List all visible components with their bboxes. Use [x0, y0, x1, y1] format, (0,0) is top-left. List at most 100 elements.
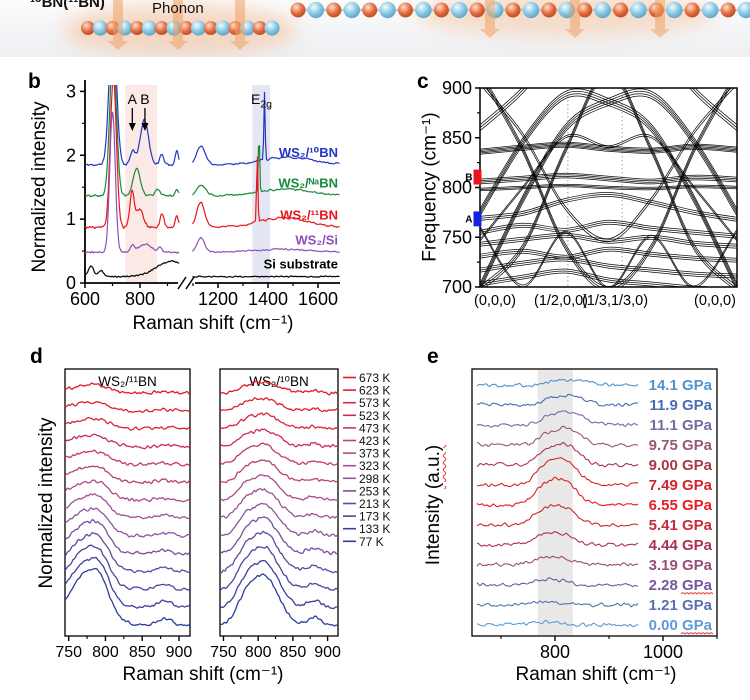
- legend-label: 323 K: [359, 459, 390, 473]
- panel-e-ylabel: Intensity (a.u.): [423, 445, 445, 565]
- bn-isotope-label: ¹⁰BN(¹¹BN): [30, 0, 105, 11]
- pressure-label: 11.1 GPa: [649, 417, 712, 434]
- peak-annotation: B: [140, 91, 149, 107]
- legend-label: 77 K: [359, 535, 384, 549]
- temperature-curve: [220, 380, 338, 396]
- phonon-band: [481, 88, 736, 287]
- pressure-label: 7.49 GPa: [649, 477, 713, 494]
- temperature-curve: [220, 428, 338, 449]
- panel-b-chart: 600 800 1200 1400 1600 0 1 2 3 WS₂/¹⁰BN WS₂/ᴺᵃBN WS…: [66, 80, 340, 309]
- boron-atom: [433, 2, 449, 18]
- legend-label: 253 K: [359, 484, 390, 498]
- panel-d-xlabel: Raman shift (cm⁻¹): [122, 664, 284, 685]
- pressure-curve: [476, 503, 639, 528]
- x-tick-label: 900: [314, 644, 341, 661]
- phonon-band: [480, 192, 737, 218]
- temperature-curve: [220, 559, 338, 610]
- phonon-band: [480, 258, 737, 277]
- spectrum-curve: [192, 236, 340, 254]
- legend-label: 173 K: [359, 510, 390, 524]
- boron-atom: [398, 2, 413, 18]
- y-tick-label: 800: [442, 178, 472, 198]
- phonon-band: [480, 219, 737, 235]
- subpanel-title: WS₂/¹⁰BN: [249, 374, 308, 389]
- mode-marker-label: B: [465, 173, 472, 184]
- panel-c-ylabel: Frequency (cm⁻¹): [419, 112, 441, 262]
- phonon-band: [480, 88, 737, 132]
- pressure-label: 2.28 GPa: [649, 577, 713, 594]
- x-tick-label: 750: [55, 644, 82, 661]
- pressure-label: 6.55 GPa: [649, 497, 713, 514]
- x-tick-label: 800: [245, 644, 272, 661]
- mode-marker-label: A: [465, 214, 472, 225]
- temperature-curve: [220, 474, 338, 502]
- y-tick-label: 900: [442, 78, 472, 98]
- pressure-label: 4.44 GPa: [649, 537, 713, 554]
- nitrogen-atom: [307, 1, 325, 19]
- x-tick-label: 850: [280, 644, 307, 661]
- boron-atom: [613, 2, 629, 18]
- phonon-band: [480, 234, 737, 247]
- series-label: WS₂/Si: [295, 232, 338, 247]
- temperature-curve: [220, 488, 338, 519]
- y-tick-label: 3: [66, 81, 76, 101]
- boron-atom: [81, 21, 95, 35]
- pressure-curve: [476, 393, 639, 407]
- legend-label: 298 K: [359, 472, 390, 486]
- axis-break-mark: [185, 276, 195, 290]
- nitrogen-atom: [522, 1, 540, 19]
- pressure-curve: [476, 619, 639, 628]
- x-tick-label: 600: [70, 289, 100, 309]
- phonon-band: [486, 88, 731, 287]
- legend-label: 473 K: [359, 421, 390, 435]
- boron-atom: [326, 2, 342, 18]
- spectrum-curve: [85, 85, 180, 198]
- phonon-arrow-icon: [230, 0, 250, 50]
- temperature-curve: [220, 442, 338, 466]
- kpath-label: (1/3,1/3,0): [582, 293, 648, 309]
- boron-atom: [252, 21, 267, 35]
- temperature-curve: [220, 545, 338, 592]
- phonon-band: [480, 196, 737, 222]
- temperature-curve: [65, 479, 190, 503]
- nitrogen-atom: [190, 20, 206, 36]
- pressure-label: 14.1 GPa: [649, 377, 713, 394]
- temperature-curve: [220, 502, 338, 538]
- phonon-illustration: [62, 0, 750, 56]
- temperature-curve: [65, 416, 190, 431]
- phonon-band: [485, 88, 732, 240]
- phonon-band: [484, 88, 733, 287]
- panel-e-xlabel: Raman shift (cm⁻¹): [515, 664, 677, 685]
- temperature-curve: [65, 531, 190, 574]
- mode-marker: [473, 211, 482, 227]
- phonon-band: [480, 135, 737, 242]
- phonon-band: [480, 93, 737, 287]
- y-tick-label: 700: [442, 277, 472, 297]
- nitrogen-atom: [451, 1, 468, 19]
- phonon-band: [480, 177, 737, 185]
- pressure-curve: [476, 555, 639, 567]
- nitrogen-atom: [141, 20, 157, 36]
- spectrum-curve: [85, 85, 180, 167]
- highlight-band: [537, 370, 573, 635]
- spectrum-curve: [85, 260, 180, 278]
- y-tick-label: 0: [66, 273, 76, 293]
- temperature-curve: [220, 412, 338, 431]
- phonon-band: [480, 172, 737, 180]
- y-tick-label: 2: [66, 145, 76, 165]
- boron-atom: [362, 2, 378, 18]
- boron-atom: [720, 2, 736, 18]
- phonon-band: [480, 221, 737, 237]
- pressure-label: 0.00 GPa: [649, 617, 713, 634]
- phonon-arrow-icon: [480, 0, 500, 38]
- spectrum-curve: [192, 144, 340, 198]
- nitrogen-atom: [594, 1, 611, 19]
- legend-label: 573 K: [359, 396, 390, 410]
- x-tick-label: 800: [540, 642, 570, 662]
- boron-atom: [130, 21, 145, 35]
- x-tick-label: 1000: [643, 642, 683, 662]
- phonon-band: [480, 260, 737, 279]
- series-label: WS₂/ᴺᵃBN: [278, 175, 338, 190]
- phonon-band: [480, 194, 737, 220]
- legend-label: 423 K: [359, 434, 390, 448]
